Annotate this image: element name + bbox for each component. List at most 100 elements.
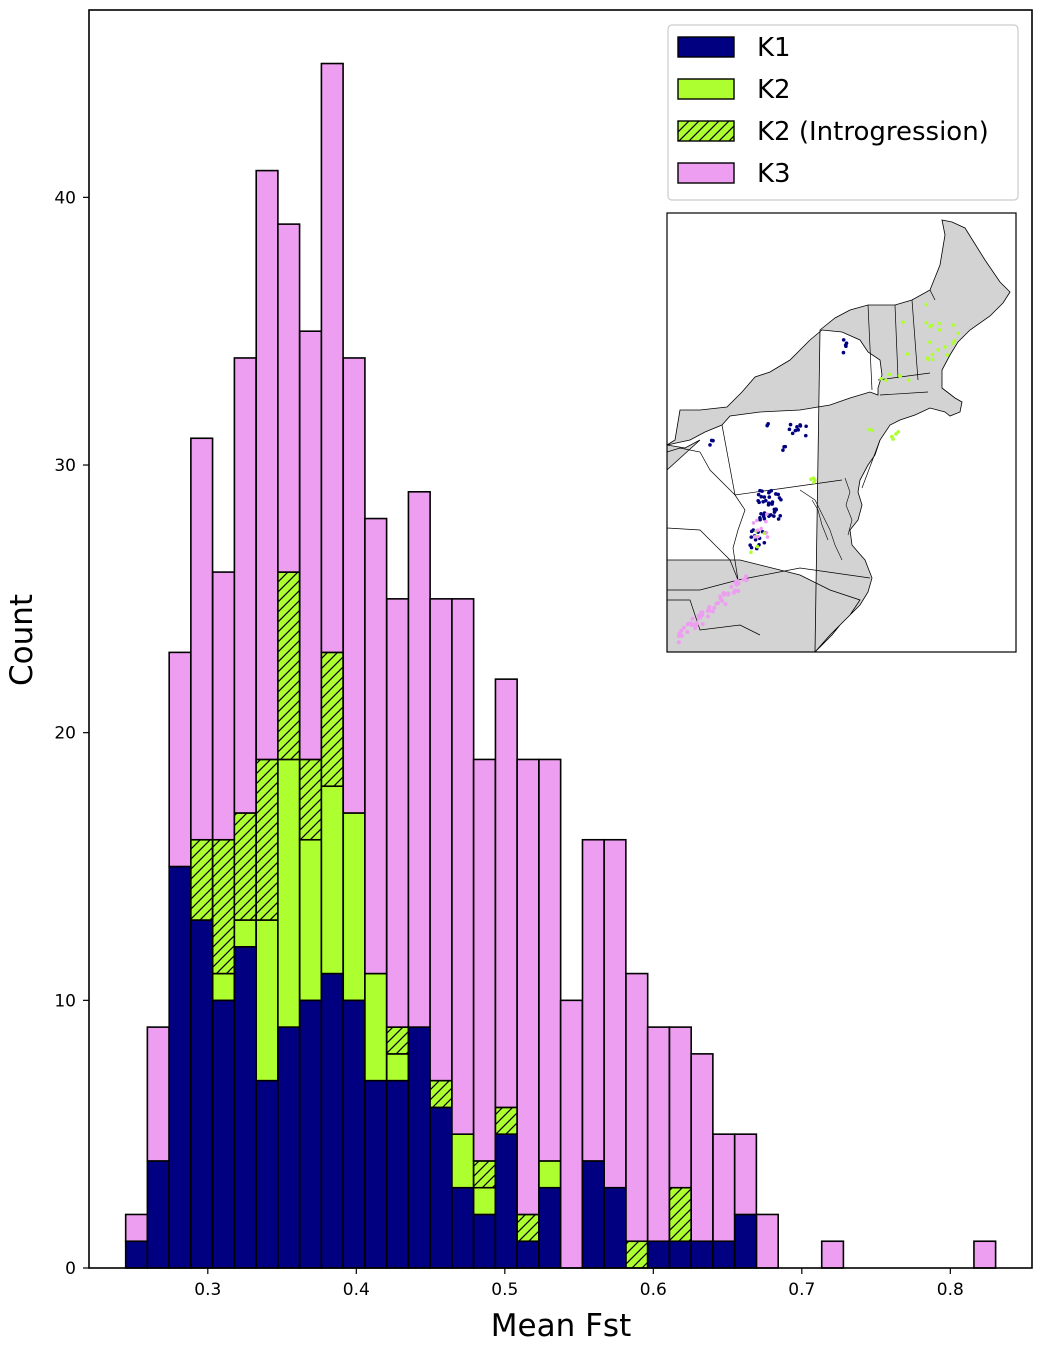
bar-k1-bin-19 bbox=[538, 1186, 562, 1269]
map-point-k3 bbox=[764, 519, 768, 524]
bar-k1-bin-1 bbox=[146, 1160, 170, 1269]
map-point-k2 bbox=[951, 341, 955, 346]
map-point-k2 bbox=[812, 480, 816, 484]
map-point-k2 bbox=[879, 376, 883, 381]
map-point-k3 bbox=[722, 590, 727, 595]
map-point-k1 bbox=[756, 492, 761, 497]
y-tick-label: 30 bbox=[54, 456, 76, 476]
bar-k2-introgression-bin-16 bbox=[472, 1160, 497, 1189]
map-point-k2 bbox=[930, 357, 935, 362]
map-point-k1 bbox=[749, 529, 754, 534]
y-tick-label: 10 bbox=[54, 991, 76, 1011]
bar-k3-bin-19 bbox=[538, 758, 562, 1162]
map-point-k2 bbox=[755, 544, 760, 549]
map-point-k1 bbox=[787, 427, 792, 432]
map-point-k3 bbox=[707, 605, 712, 610]
map-point-k2 bbox=[749, 550, 753, 555]
bar-k1-bin-0 bbox=[124, 1240, 149, 1269]
map-point-k3 bbox=[764, 530, 769, 535]
bar-k3-bin-4 bbox=[211, 571, 236, 841]
map-point-k2 bbox=[956, 331, 961, 336]
bar-k3-bin-24 bbox=[646, 1026, 671, 1243]
map-point-k3 bbox=[714, 601, 719, 606]
map-point-k2 bbox=[943, 345, 947, 349]
map-point-k3 bbox=[765, 512, 769, 516]
map-point-k1 bbox=[803, 433, 808, 438]
map-point-k1 bbox=[841, 338, 846, 342]
map-point-k1 bbox=[793, 428, 798, 433]
bar-k1-bin-8 bbox=[298, 999, 323, 1269]
bar-k3-bin-11 bbox=[364, 517, 388, 975]
bar-k3-bin-15 bbox=[451, 598, 475, 1135]
bar-k1-bin-14 bbox=[429, 1106, 453, 1269]
map-point-k2 bbox=[884, 378, 888, 383]
legend-swatch-k1 bbox=[677, 36, 735, 58]
bar-k3-bin-8 bbox=[298, 330, 323, 761]
bar-k3-bin-13 bbox=[407, 490, 431, 1028]
map-point-k1 bbox=[762, 540, 767, 545]
x-axis-label: Mean Fst bbox=[491, 1308, 631, 1344]
map-point-k2 bbox=[896, 429, 901, 434]
bar-k3-bin-0 bbox=[124, 1213, 149, 1243]
bar-k3-bin-21 bbox=[581, 838, 605, 1162]
map-point-k2 bbox=[811, 476, 816, 481]
map-point-k1 bbox=[758, 517, 762, 522]
map-point-k3 bbox=[752, 535, 757, 539]
bar-k2-bin-4 bbox=[211, 972, 236, 1002]
bar-k3-bin-2 bbox=[168, 651, 192, 868]
map-point-k1 bbox=[761, 500, 765, 504]
map-point-k3 bbox=[743, 574, 748, 579]
bar-k2-introgression-bin-25 bbox=[668, 1186, 692, 1243]
legend-label-k2-introgression: K2 (Introgression) bbox=[757, 117, 989, 147]
map-point-k3 bbox=[694, 620, 699, 625]
map-point-k3 bbox=[731, 590, 736, 595]
bar-k2-bin-16 bbox=[472, 1186, 497, 1216]
bar-k1-bin-10 bbox=[342, 999, 366, 1269]
map-point-k1 bbox=[776, 517, 781, 521]
map-point-k1 bbox=[708, 443, 712, 447]
bar-k2-bin-9 bbox=[320, 785, 344, 975]
y-tick-label: 40 bbox=[54, 188, 76, 208]
inset-map-frame bbox=[666, 212, 1017, 653]
bar-k3-bin-9 bbox=[320, 62, 344, 654]
bar-k1-bin-6 bbox=[255, 1079, 279, 1269]
bar-k1-bin-13 bbox=[407, 1026, 431, 1269]
map-point-k2 bbox=[937, 328, 942, 332]
coastline bbox=[799, 477, 853, 561]
map-point-k1 bbox=[844, 341, 849, 346]
bar-k3-bin-32 bbox=[820, 1240, 845, 1269]
y-tick-label: 0 bbox=[65, 1259, 76, 1279]
inset-map-land bbox=[667, 219, 1011, 652]
bar-k1-bin-28 bbox=[733, 1213, 758, 1269]
map-point-k3 bbox=[723, 601, 728, 606]
bar-k2-introgression-bin-14 bbox=[429, 1079, 453, 1109]
y-tick-label: 20 bbox=[54, 724, 76, 744]
bar-k2-introgression-bin-17 bbox=[494, 1106, 518, 1135]
map-point-k1 bbox=[768, 489, 772, 494]
bar-k2-introgression-bin-5 bbox=[233, 812, 257, 921]
map-point-k2 bbox=[937, 321, 941, 326]
bar-k2-bin-6 bbox=[255, 919, 279, 1082]
bar-k2-introgression-bin-18 bbox=[516, 1213, 540, 1243]
map-point-k1 bbox=[758, 488, 762, 493]
bar-k3-bin-1 bbox=[146, 1026, 170, 1162]
map-point-k3 bbox=[736, 588, 741, 593]
bar-k1-bin-3 bbox=[190, 919, 214, 1269]
bar-k2-introgression-bin-4 bbox=[211, 838, 236, 975]
map-points bbox=[676, 302, 961, 645]
map-point-k1 bbox=[773, 509, 777, 513]
bar-k1-bin-7 bbox=[277, 1026, 301, 1269]
bar-k3-bin-16 bbox=[472, 758, 497, 1162]
bar-k2-introgression-bin-9 bbox=[320, 651, 344, 788]
map-point-k3 bbox=[756, 534, 760, 539]
bar-k3-bin-7 bbox=[277, 223, 301, 573]
x-tick-label: 0.5 bbox=[491, 1280, 518, 1300]
map-point-k2 bbox=[951, 323, 955, 327]
bar-k1-bin-24 bbox=[646, 1240, 671, 1269]
map-point-k1 bbox=[765, 423, 769, 428]
bar-k1-bin-25 bbox=[668, 1240, 692, 1269]
legend-label-k3: K3 bbox=[757, 159, 791, 189]
bar-k3-bin-28 bbox=[733, 1133, 758, 1216]
bar-k2-bin-11 bbox=[364, 972, 388, 1082]
legend-swatch-k2-introgression bbox=[677, 120, 735, 142]
